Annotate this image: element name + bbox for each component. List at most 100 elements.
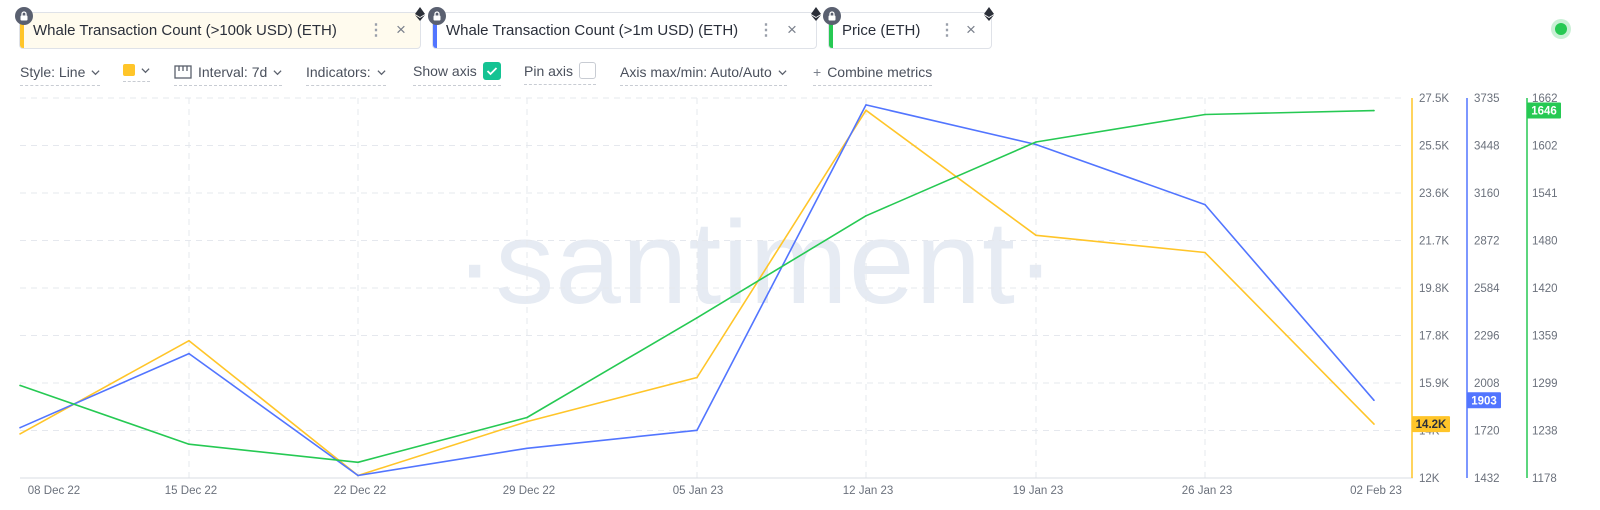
x-tick-label: 15 Dec 22: [165, 485, 217, 497]
y-tick-label: 1432: [1474, 473, 1500, 485]
data-point: [19, 384, 21, 387]
last-value-badge: [1467, 392, 1501, 409]
data-point: [357, 474, 359, 477]
combine-metrics-button[interactable]: + Combine metrics: [813, 64, 933, 86]
y-tick-label: 19.8K: [1419, 283, 1449, 295]
data-point: [696, 317, 698, 319]
show-axis-toggle[interactable]: Show axis: [413, 62, 501, 86]
axis-range-dropdown[interactable]: Axis max/min: Auto/Auto: [620, 64, 787, 86]
y-tick-label: 3735: [1474, 93, 1500, 105]
more-options-icon[interactable]: ⋮: [939, 22, 955, 39]
axis-range-label: Axis max/min: Auto/Auto: [620, 64, 772, 80]
data-point: [1373, 423, 1375, 425]
y-tick-label: 2872: [1474, 236, 1500, 248]
chevron-down-icon: [377, 69, 386, 75]
ethereum-icon: [811, 7, 821, 21]
x-tick-label: 08 Dec 22: [28, 485, 80, 497]
y-tick-label: 1420: [1532, 283, 1558, 295]
style-label: Style: Line: [20, 64, 86, 80]
lock-icon: [428, 7, 446, 25]
data-point: [188, 339, 190, 342]
data-point: [696, 376, 698, 379]
close-icon[interactable]: ×: [396, 20, 406, 39]
indicators-dropdown[interactable]: Indicators:: [306, 64, 386, 86]
x-tick-label: 05 Jan 23: [673, 485, 724, 497]
lock-icon: [15, 7, 33, 25]
data-point: [19, 426, 21, 429]
live-status-indicator: [1555, 23, 1567, 35]
chevron-down-icon: [273, 69, 282, 75]
chevron-down-icon: [141, 67, 150, 73]
show-axis-label: Show axis: [413, 63, 477, 79]
data-point: [526, 416, 528, 419]
data-point: [188, 352, 190, 355]
data-point: [1035, 143, 1037, 146]
color-swatch: [123, 64, 135, 76]
data-point: [1035, 141, 1037, 143]
last-value-badge: [1412, 416, 1450, 433]
close-icon[interactable]: ×: [966, 20, 976, 39]
y-tick-label: 1480: [1532, 236, 1558, 248]
y-tick-label: 3448: [1474, 141, 1500, 153]
last-value-label: 1903: [1471, 395, 1497, 407]
indicators-label: Indicators:: [306, 64, 371, 80]
pin-axis-toggle[interactable]: Pin axis: [524, 62, 597, 85]
y-tick-label: 2008: [1474, 378, 1500, 390]
tab-whale-100k[interactable]: Whale Transaction Count (>100k USD) (ETH…: [19, 12, 421, 49]
data-point: [1373, 399, 1375, 402]
santiment-watermark: ·santiment·: [455, 197, 1057, 329]
chevron-down-icon: [91, 69, 100, 75]
close-icon[interactable]: ×: [787, 20, 797, 39]
checkbox-unchecked-icon[interactable]: [579, 62, 597, 79]
y-tick-label: 17.8K: [1419, 331, 1449, 343]
ethereum-icon: [984, 7, 994, 21]
checkbox-checked-icon[interactable]: [482, 62, 501, 80]
y-tick-label: 27.5K: [1419, 93, 1449, 105]
y-tick-label: 15.9K: [1419, 378, 1449, 390]
x-tick-label: 29 Dec 22: [503, 485, 555, 497]
y-tick-label: 1541: [1532, 188, 1558, 200]
tab-accent: [20, 19, 24, 48]
data-point: [865, 215, 867, 217]
data-point: [19, 433, 21, 435]
y-tick-label: 2296: [1474, 331, 1500, 343]
x-tick-label: 12 Jan 23: [843, 485, 894, 497]
style-dropdown[interactable]: Style: Line: [20, 64, 101, 86]
tab-price[interactable]: Price (ETH) ⋮ ×: [828, 12, 992, 49]
data-point: [526, 420, 528, 423]
data-point: [526, 447, 528, 450]
data-point: [188, 443, 190, 446]
data-point: [865, 109, 867, 112]
ruler-icon: [174, 65, 192, 79]
last-value-label: 14.2K: [1416, 419, 1447, 431]
y-tick-label: 1359: [1532, 331, 1558, 343]
y-tick-label: 21.7K: [1419, 236, 1449, 248]
pin-axis-label: Pin axis: [524, 62, 574, 79]
more-options-icon[interactable]: ⋮: [758, 22, 774, 39]
tab-label: Whale Transaction Count (>100k USD) (ETH…: [33, 22, 337, 39]
color-picker[interactable]: [123, 64, 150, 82]
data-point: [865, 104, 867, 106]
y-tick-label: 1299: [1532, 378, 1558, 390]
last-value-label: 1646: [1531, 106, 1557, 118]
more-options-icon[interactable]: ⋮: [368, 22, 384, 39]
y-tick-label: 3160: [1474, 188, 1500, 200]
data-point: [1373, 109, 1375, 112]
y-tick-label: 2584: [1474, 283, 1500, 295]
data-point: [1204, 251, 1206, 254]
interval-dropdown[interactable]: Interval: 7d: [174, 64, 283, 86]
interval-label: Interval: 7d: [198, 64, 268, 80]
plus-icon: +: [813, 64, 822, 80]
data-point: [696, 429, 698, 432]
tab-accent: [829, 19, 833, 48]
y-tick-label: 1602: [1532, 141, 1558, 153]
combine-metrics-label: Combine metrics: [827, 64, 933, 80]
y-tick-label: 1720: [1474, 426, 1500, 438]
lock-icon: [823, 7, 841, 25]
y-tick-label: 1238: [1532, 426, 1558, 438]
data-point: [1204, 113, 1206, 116]
data-point: [357, 461, 359, 464]
tab-whale-1m[interactable]: Whale Transaction Count (>1m USD) (ETH) …: [432, 12, 817, 49]
y-tick-label: 1178: [1532, 473, 1557, 485]
